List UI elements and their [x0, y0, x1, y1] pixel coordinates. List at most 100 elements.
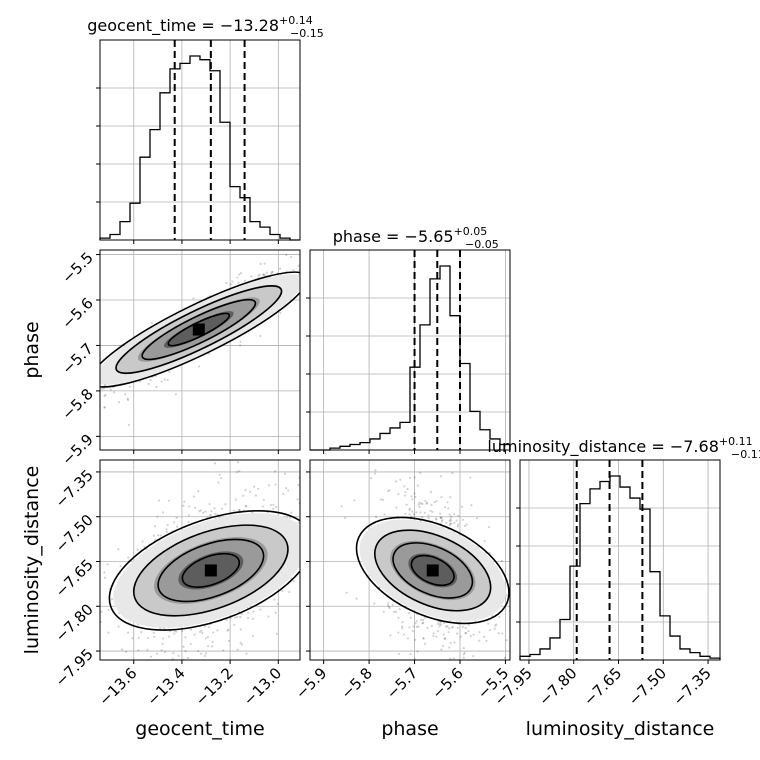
sample-point [127, 661, 129, 663]
sample-point [304, 637, 306, 639]
sample-point [392, 610, 396, 613]
contour-line [181, 552, 241, 588]
sample-point [408, 476, 412, 480]
sample-point [465, 631, 468, 635]
sample-point [413, 513, 416, 516]
sample-point [285, 487, 288, 490]
sample-point [468, 690, 470, 692]
sample-point [462, 656, 465, 659]
x-tick-label: −13.2 [192, 664, 237, 709]
sample-point [381, 498, 385, 502]
sample-point [446, 624, 449, 628]
sample-point [161, 637, 165, 640]
sample-point [449, 518, 452, 521]
sample-point [262, 498, 265, 502]
sample-point [324, 555, 326, 557]
sample-point [311, 528, 313, 530]
y-tick-label: −5.9 [58, 430, 96, 468]
sample-point [505, 639, 508, 642]
sample-point [304, 258, 306, 260]
sample-point [463, 524, 467, 528]
sample-point [220, 507, 224, 510]
y-tick-label: −7.95 [52, 645, 97, 690]
density-body [340, 469, 510, 692]
sample-point [198, 630, 202, 633]
sample-point [464, 626, 467, 630]
sample-point [463, 651, 466, 655]
sample-point [257, 274, 260, 277]
sample-point [399, 478, 402, 481]
sample-point [456, 632, 459, 635]
sample-point [281, 589, 284, 593]
sample-point [259, 455, 261, 457]
sample-point [422, 637, 425, 640]
sample-point [208, 503, 211, 506]
sample-point [447, 507, 450, 510]
sample-point [204, 625, 207, 628]
sample-point [440, 648, 443, 651]
contour-line [100, 271, 300, 388]
sample-point [91, 379, 93, 381]
sample-point [213, 507, 216, 510]
sample-point [141, 540, 144, 543]
sample-point [485, 639, 488, 642]
sample-point [401, 621, 404, 624]
sample-point [353, 499, 356, 502]
sample-point [240, 643, 244, 646]
y-tick-label: −7.50 [52, 511, 97, 556]
contour-line [157, 538, 265, 603]
sample-point [345, 591, 348, 594]
sample-point [325, 523, 327, 525]
sample-point [447, 627, 451, 630]
sample-point [285, 253, 288, 256]
sample-point [386, 604, 390, 607]
sample-point [251, 617, 255, 620]
sample-point [340, 519, 342, 521]
sample-point [411, 498, 414, 501]
sample-point [216, 629, 219, 632]
axes-frame [99, 249, 301, 451]
sample-point [275, 632, 278, 635]
sample-point [416, 484, 420, 487]
sample-point [297, 483, 300, 487]
sample-point [252, 610, 255, 613]
sample-point [239, 641, 242, 645]
sample-point [171, 657, 174, 660]
sample-point [110, 598, 114, 601]
sample-point [91, 626, 93, 628]
sample-point [85, 631, 87, 633]
sample-point [450, 522, 453, 525]
y-tick-label: −5.5 [58, 249, 96, 287]
sample-point [498, 615, 501, 619]
sample-point [292, 580, 295, 583]
sample-point [389, 634, 392, 637]
sample-point [470, 504, 473, 507]
sample-point [172, 652, 175, 655]
sample-point [81, 377, 83, 379]
sample-point [412, 625, 415, 628]
sample-point [202, 511, 205, 514]
sample-point [247, 611, 250, 614]
sample-point [414, 638, 417, 641]
sample-point [124, 393, 127, 396]
sample-point [200, 629, 203, 632]
sample-point [278, 267, 282, 270]
sample-point [419, 502, 423, 505]
sample-point [245, 652, 248, 655]
sample-point [208, 513, 212, 517]
sample-point [411, 510, 414, 513]
sample-point [131, 691, 133, 693]
sample-point [426, 626, 429, 630]
sample-point [217, 481, 220, 484]
sample-point [448, 524, 451, 527]
title-luminosity-distance-minus: −0.11 [731, 448, 760, 461]
sample-point [271, 270, 274, 273]
sample-point [424, 499, 427, 503]
axes-frame [519, 459, 721, 661]
sample-point [182, 645, 185, 648]
sample-point [259, 334, 262, 338]
sample-point [432, 634, 435, 638]
sample-point [239, 628, 242, 631]
contour-line [167, 312, 231, 347]
sample-point [472, 633, 475, 636]
